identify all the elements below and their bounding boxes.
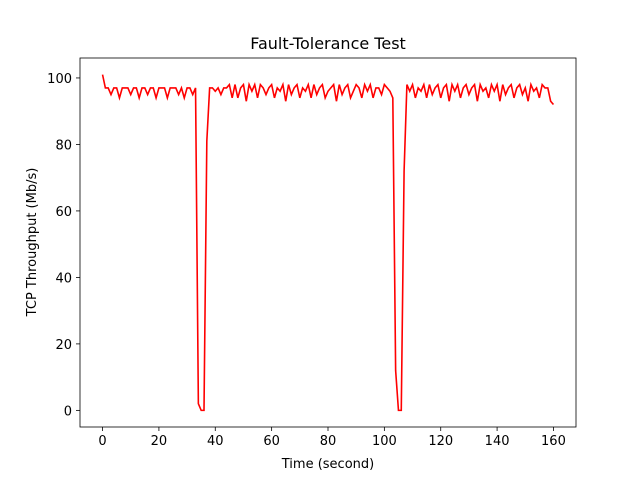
y-tick-label: 100 bbox=[47, 72, 72, 87]
x-tick-label: 120 bbox=[428, 434, 453, 449]
x-tick-label: 160 bbox=[541, 434, 566, 449]
x-axis-label: Time (second) bbox=[281, 457, 374, 472]
x-tick-label: 60 bbox=[263, 434, 280, 449]
chart-title: Fault-Tolerance Test bbox=[250, 34, 406, 53]
y-tick-label: 40 bbox=[55, 271, 72, 286]
x-tick-label: 0 bbox=[98, 434, 106, 449]
y-tick-label: 60 bbox=[55, 205, 72, 220]
x-tick-label: 40 bbox=[207, 434, 224, 449]
x-tick-label: 100 bbox=[372, 434, 397, 449]
y-tick-label: 0 bbox=[64, 404, 72, 419]
y-tick-label: 20 bbox=[55, 338, 72, 353]
y-tick-label: 80 bbox=[55, 138, 72, 153]
x-tick-label: 80 bbox=[320, 434, 337, 449]
y-axis-label: TCP Throughput (Mb/s) bbox=[25, 168, 40, 318]
data-line bbox=[101, 74, 555, 412]
x-tick-label: 20 bbox=[151, 434, 168, 449]
x-tick-label: 140 bbox=[485, 434, 510, 449]
